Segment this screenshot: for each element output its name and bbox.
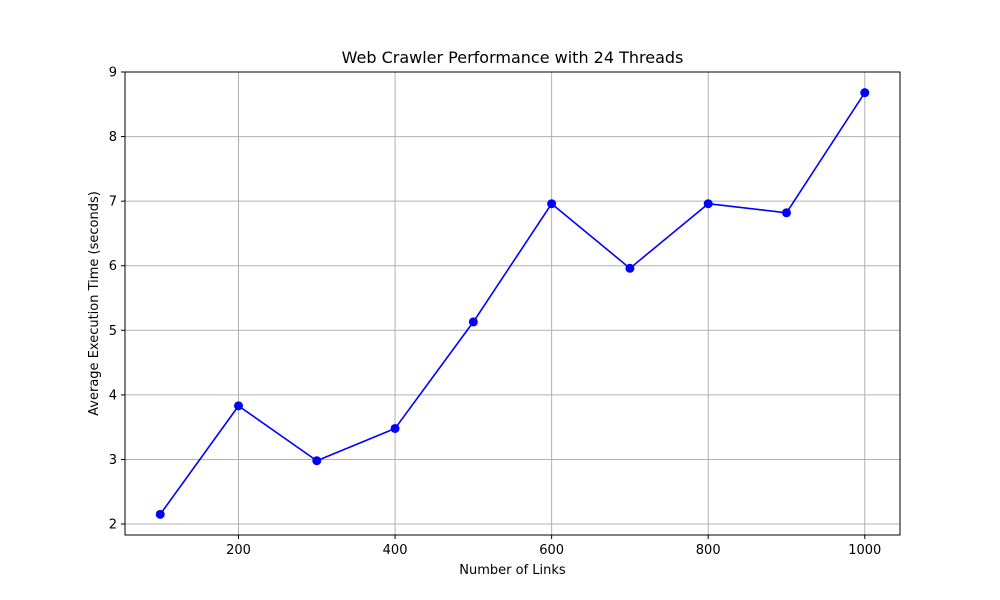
y-tick-label: 7 — [109, 195, 117, 210]
series-line — [159, 92, 866, 515]
data-point — [547, 199, 557, 209]
data-point — [155, 509, 165, 519]
x-tick-label: 800 — [696, 543, 721, 558]
y-tick-label: 5 — [109, 324, 117, 339]
x-tick-label: 200 — [226, 543, 251, 558]
data-point — [703, 199, 713, 209]
y-tick-label: 2 — [109, 518, 117, 533]
y-tick-label: 4 — [109, 388, 117, 403]
data-point — [860, 88, 870, 98]
x-tick-label: 1000 — [848, 543, 881, 558]
grid — [125, 71, 900, 535]
data-point — [468, 317, 478, 327]
y-tick-label: 6 — [109, 259, 117, 274]
data-point — [234, 401, 244, 411]
y-axis-label: Average Execution Time (seconds) — [87, 191, 102, 416]
chart-title: Web Crawler Performance with 24 Threads — [342, 48, 684, 67]
plot-frame — [124, 71, 901, 536]
y-tick-label: 9 — [109, 66, 117, 81]
y-tick-label: 8 — [109, 130, 117, 145]
x-axis-label: Number of Links — [459, 563, 566, 578]
x-tick-label: 400 — [383, 543, 408, 558]
data-point — [781, 208, 791, 218]
data-point — [312, 456, 322, 466]
series-line-layer — [159, 92, 866, 515]
data-point — [390, 423, 400, 433]
x-tick-label: 600 — [539, 543, 564, 558]
data-points — [155, 88, 870, 519]
y-tick-label: 3 — [109, 453, 117, 468]
data-point — [625, 263, 635, 273]
ticks: 200 400 600 800 1000 2 3 4 5 6 7 8 9 — [109, 66, 882, 559]
